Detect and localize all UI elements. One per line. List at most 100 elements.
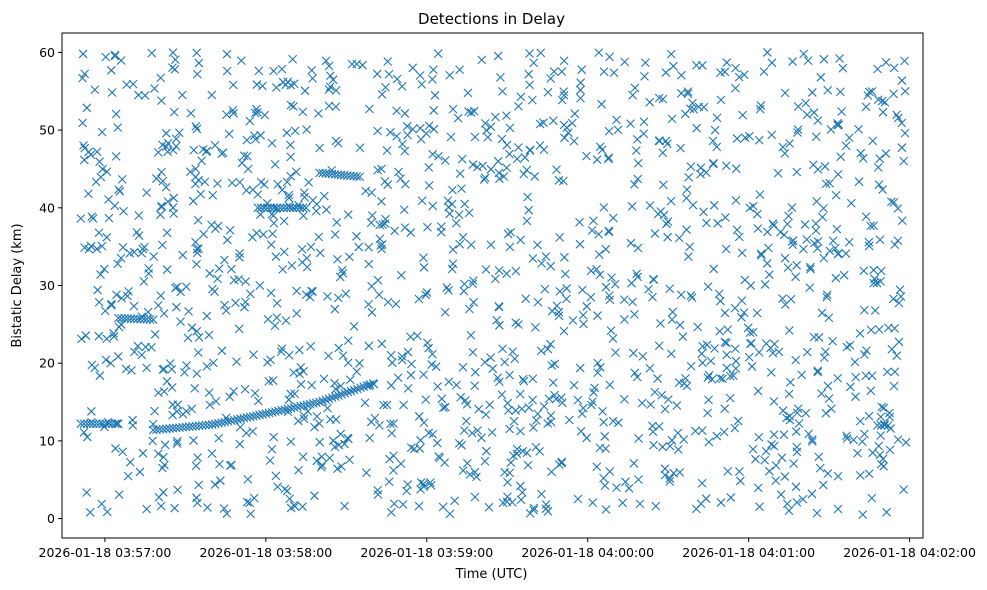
data-point-1311 [709,158,718,168]
data-point-1614 [730,303,740,313]
data-point-1202 [519,169,529,179]
data-point-572 [458,362,468,372]
data-point-168 [825,246,835,256]
data-point-665 [535,119,545,129]
data-point-419 [430,90,440,100]
data-point-1111 [512,154,522,164]
data-point-964 [582,151,591,161]
data-point-1210 [222,509,232,518]
data-point-501 [433,382,442,391]
data-point-1479 [403,384,413,393]
data-point-1156 [821,179,831,189]
data-point-924 [153,300,163,310]
data-point-1377 [213,221,223,231]
data-point-1227 [793,404,803,414]
data-point-1480 [768,219,778,229]
data-point-867 [267,138,277,148]
data-point-1303 [628,90,638,100]
data-point-1452 [607,273,616,283]
data-point-1141 [588,498,598,508]
data-point-848 [336,461,346,471]
data-point-1476 [428,149,438,159]
data-point-1021 [191,164,201,174]
data-point-946 [735,467,744,476]
data-point-1343 [522,165,532,175]
data-point-426 [431,362,441,372]
data-point-1346 [833,118,842,128]
data-point-131 [414,501,424,511]
data-point-1200 [331,136,341,146]
x-tick-label-1: 2026-01-18 03:58:00 [199,545,332,560]
data-point-1448 [833,249,843,258]
data-point-602 [867,493,877,503]
data-point-206 [764,270,774,280]
data-point-1539 [416,484,425,494]
data-point-156 [900,56,909,66]
x-axis-ticks: 2026-01-18 03:57:00 2026-01-18 03:58:00 20… [39,538,976,560]
data-point-767 [417,196,427,206]
data-point-905 [298,107,308,117]
data-point-824 [444,286,453,295]
data-point-1041 [448,245,458,254]
data-point-1305 [236,56,246,66]
data-point-1114 [387,428,397,438]
data-point-624 [159,387,169,396]
data-point-1300 [564,415,574,425]
data-point-1445 [764,466,774,476]
data-point-1104 [708,136,718,146]
data-point-830 [759,67,769,77]
data-point-446 [374,290,384,300]
data-point-889 [731,83,740,93]
data-point-424 [354,242,364,252]
data-point-1595 [611,348,620,357]
data-point-1030 [872,278,882,288]
data-point-689 [604,291,614,301]
data-point-1525 [228,105,238,115]
data-point-1216 [706,356,716,366]
data-point-1072 [159,309,169,318]
data-point-1350 [399,205,409,215]
data-point-615 [109,332,119,341]
data-point-892 [289,102,298,111]
data-point-646 [889,381,899,391]
data-point-24 [148,315,158,325]
data-point-934 [387,358,397,368]
data-point-415 [321,56,331,66]
data-point-241 [129,301,139,311]
data-point-788 [296,363,306,372]
data-point-464 [679,435,689,444]
data-point-623 [842,433,852,443]
data-point-1113 [869,265,879,275]
data-point-894 [429,106,439,115]
data-point-1548 [377,240,387,249]
data-point-574 [878,454,888,464]
data-point-943 [514,101,523,111]
data-point-829 [172,436,182,446]
data-point-1627 [117,174,127,184]
data-point-1381 [721,244,731,254]
data-point-1533 [755,104,765,114]
data-point-718 [660,464,670,474]
data-point-243 [748,444,758,454]
data-point-707 [719,427,729,437]
data-point-1444 [629,458,639,468]
data-point-579 [172,439,182,448]
data-point-1252 [817,389,826,399]
data-point-586 [235,252,244,262]
data-point-465 [753,386,763,396]
data-point-1153 [375,420,384,430]
data-point-676 [630,309,639,319]
data-point-174 [298,452,308,462]
data-point-1561 [454,438,464,448]
data-point-837 [791,427,801,436]
data-point-127 [880,420,889,430]
data-point-456 [859,305,869,315]
data-point-1441 [157,201,166,211]
data-point-669 [667,315,677,325]
data-point-956 [681,373,690,383]
data-point-1492 [392,74,402,84]
data-point-641 [80,243,89,253]
data-point-937 [436,227,446,237]
data-point-411 [455,65,465,75]
data-point-591 [731,195,741,205]
